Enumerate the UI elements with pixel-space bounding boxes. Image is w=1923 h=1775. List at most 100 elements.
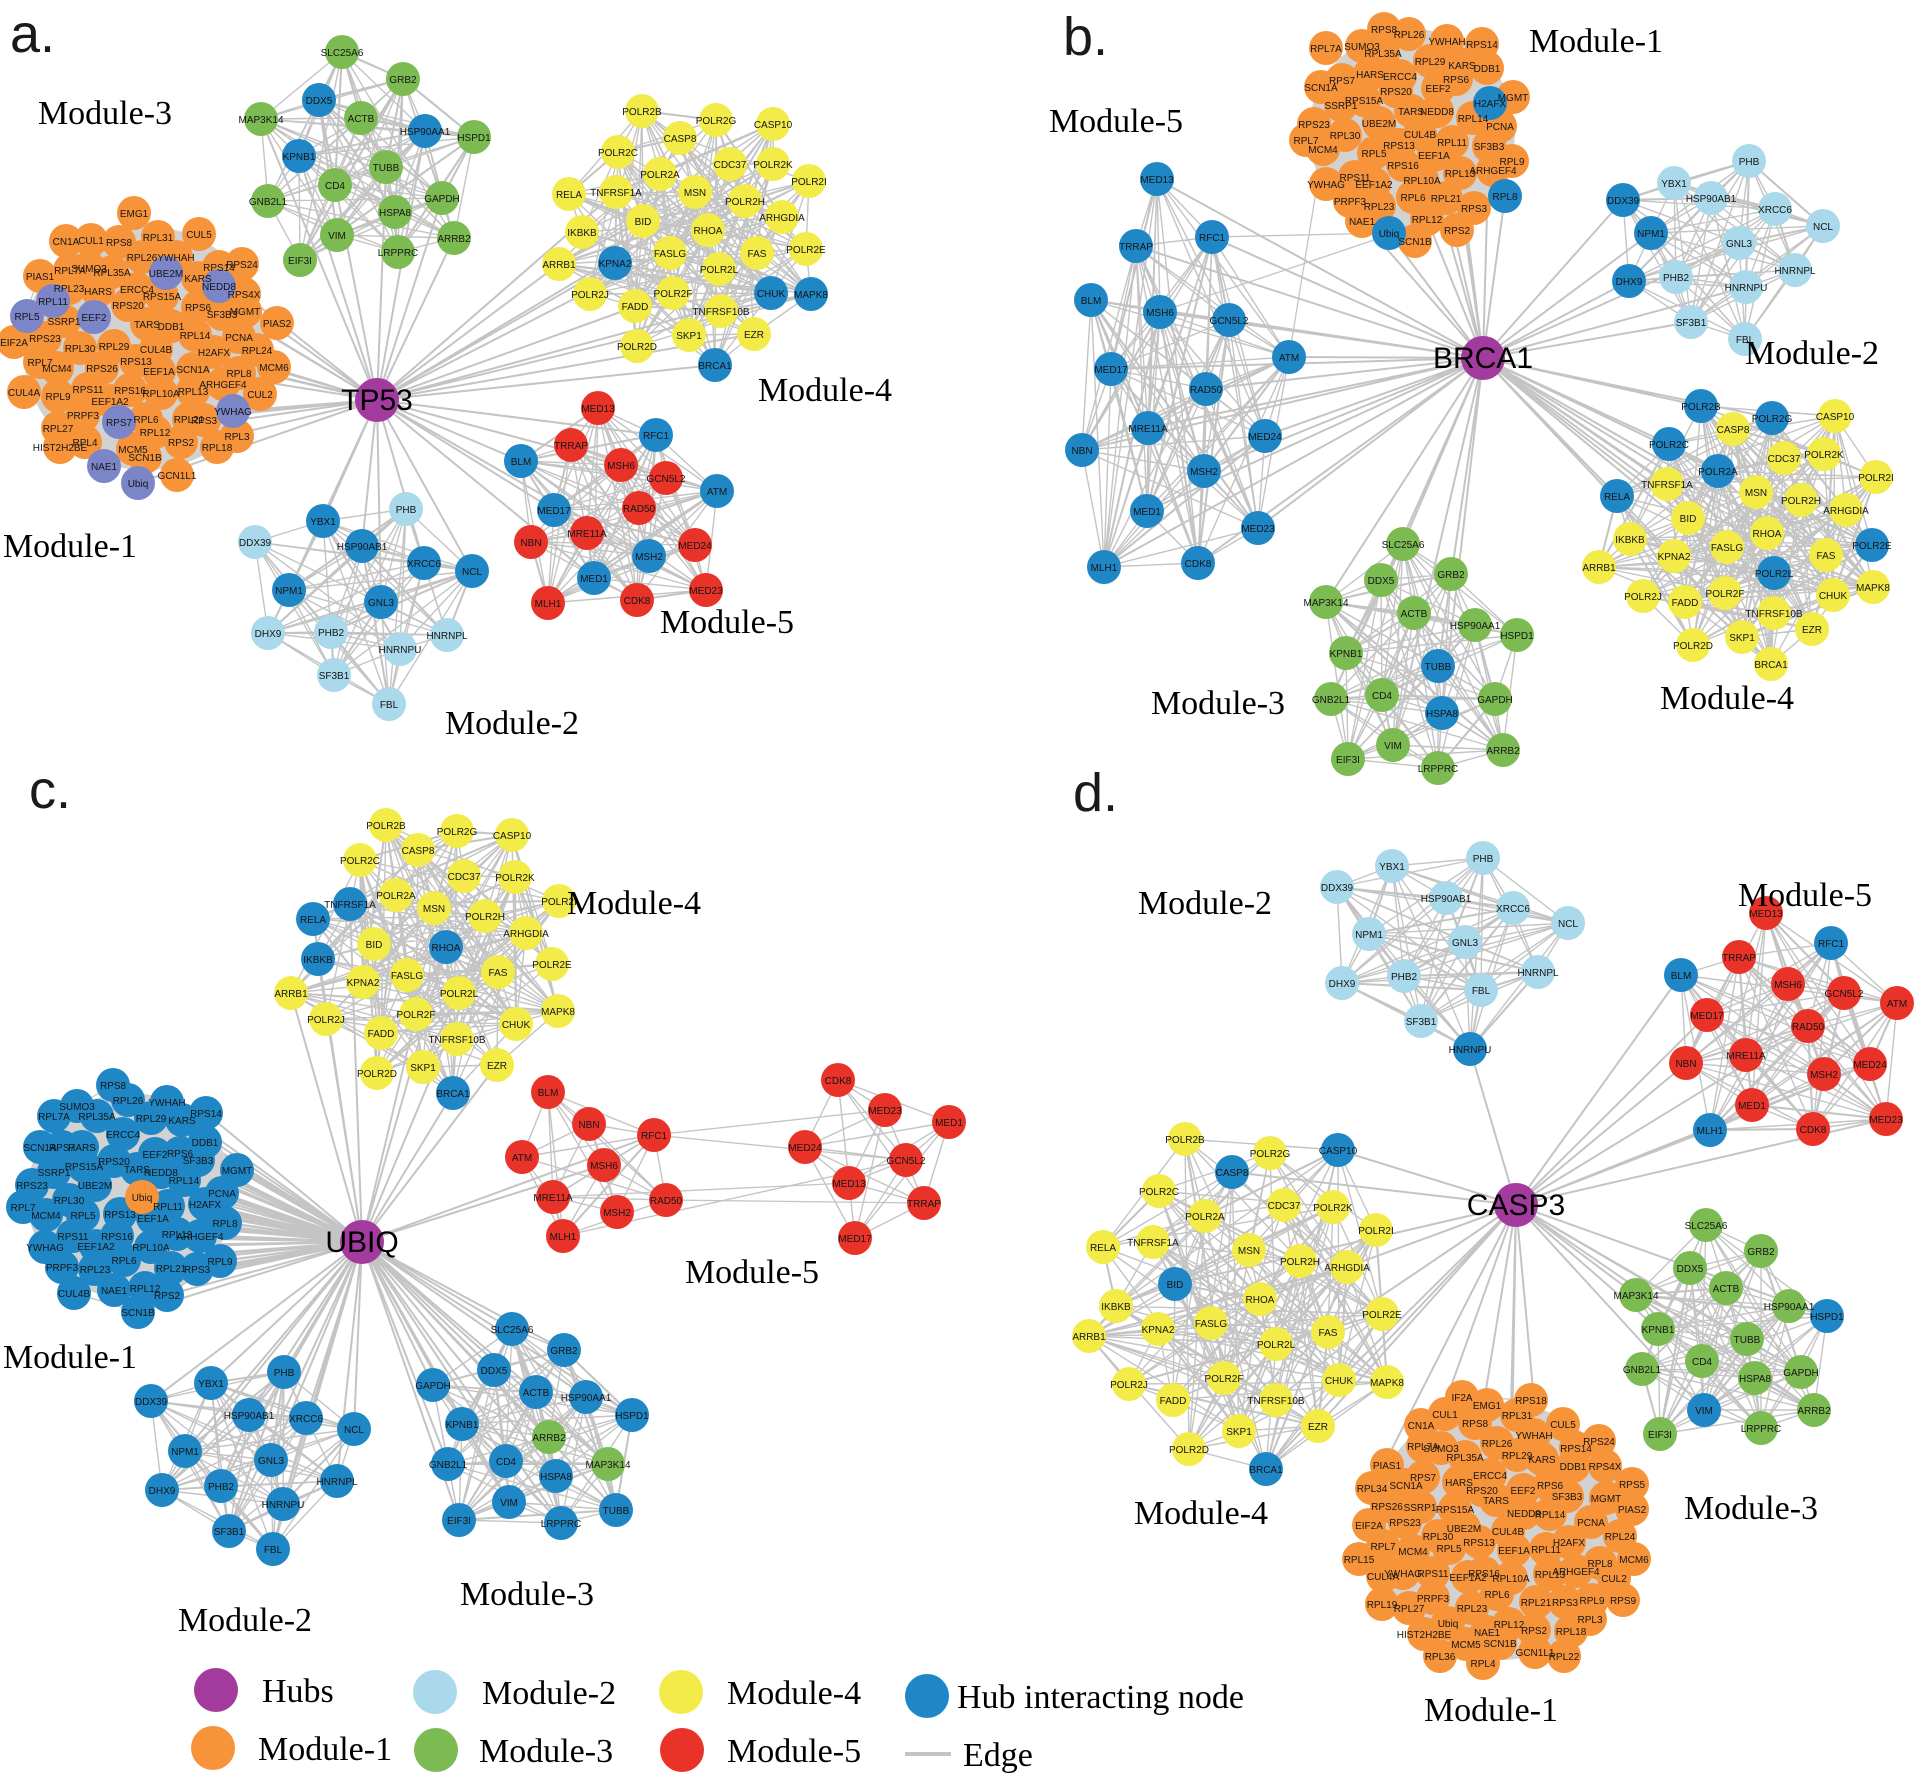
svg-text:NPM1: NPM1 (1637, 229, 1665, 240)
svg-text:MED24: MED24 (1853, 1060, 1887, 1071)
svg-text:EEF1A2: EEF1A2 (77, 1242, 115, 1253)
svg-text:Module-1: Module-1 (1424, 1692, 1558, 1729)
svg-text:RPS13: RPS13 (120, 357, 152, 368)
svg-text:CD4: CD4 (1372, 691, 1392, 702)
svg-text:HSPA8: HSPA8 (1739, 1374, 1771, 1385)
svg-text:UBE2M: UBE2M (1447, 1524, 1481, 1535)
svg-text:DHX9: DHX9 (255, 629, 282, 640)
svg-text:TNFRSF1A: TNFRSF1A (1641, 480, 1693, 491)
svg-text:POLR2K: POLR2K (1804, 450, 1844, 461)
svg-text:H2AFX: H2AFX (1474, 99, 1507, 110)
svg-text:RPL29: RPL29 (136, 1114, 167, 1125)
svg-text:MAPK8: MAPK8 (541, 1007, 575, 1018)
svg-text:EIF2A: EIF2A (1355, 1521, 1383, 1532)
svg-text:NCL: NCL (1813, 222, 1833, 233)
svg-text:Module-1: Module-1 (258, 1731, 392, 1768)
svg-text:Module-4: Module-4 (1660, 680, 1794, 717)
svg-text:POLR2L: POLR2L (1755, 569, 1794, 580)
svg-text:RPL34: RPL34 (1357, 1484, 1388, 1495)
svg-text:EEF1A2: EEF1A2 (1449, 1573, 1487, 1584)
svg-text:NBN: NBN (1675, 1059, 1696, 1070)
svg-text:TNFRSF1A: TNFRSF1A (590, 188, 642, 199)
svg-text:TUBB: TUBB (373, 163, 400, 174)
svg-text:DDB1: DDB1 (158, 322, 185, 333)
svg-text:GRB2: GRB2 (1437, 570, 1465, 581)
svg-text:MED1: MED1 (1738, 1101, 1766, 1112)
svg-text:CUL4B: CUL4B (1404, 130, 1437, 141)
svg-text:CUL4B: CUL4B (1492, 1527, 1525, 1538)
svg-text:RPL13: RPL13 (178, 387, 209, 398)
svg-text:PHB2: PHB2 (318, 628, 345, 639)
svg-text:DHX9: DHX9 (149, 1486, 176, 1497)
svg-text:UBE2M: UBE2M (78, 1181, 112, 1192)
svg-text:SKP1: SKP1 (676, 331, 702, 342)
svg-text:PHB2: PHB2 (208, 1482, 235, 1493)
svg-text:RPS16: RPS16 (114, 386, 146, 397)
svg-text:SSRP1: SSRP1 (1404, 1503, 1437, 1514)
svg-text:RPS6: RPS6 (1443, 75, 1470, 86)
svg-text:MAP3K14: MAP3K14 (1613, 1291, 1658, 1302)
svg-text:RPS3: RPS3 (1461, 204, 1488, 215)
svg-text:RPS24: RPS24 (1583, 1437, 1615, 1448)
svg-text:HSP90AA1: HSP90AA1 (1450, 621, 1501, 632)
svg-text:BID: BID (1680, 514, 1697, 525)
svg-text:XRCC6: XRCC6 (289, 1414, 323, 1425)
svg-text:Module-1: Module-1 (3, 1339, 137, 1376)
svg-text:SKP1: SKP1 (1729, 633, 1755, 644)
svg-text:POLR2K: POLR2K (753, 160, 793, 171)
svg-text:RPS20: RPS20 (98, 1157, 130, 1168)
svg-text:RPS4X: RPS4X (1589, 1462, 1622, 1473)
svg-text:RPS14: RPS14 (203, 263, 235, 274)
svg-text:POLR2D: POLR2D (1673, 641, 1713, 652)
svg-text:Module-4: Module-4 (758, 372, 892, 409)
svg-text:POLR2L: POLR2L (440, 989, 479, 1000)
svg-text:RPL30: RPL30 (54, 1196, 85, 1207)
svg-text:CDK8: CDK8 (1185, 559, 1212, 570)
svg-text:CASP8: CASP8 (1717, 425, 1750, 436)
svg-text:DDX39: DDX39 (239, 538, 272, 549)
svg-text:RPS8: RPS8 (106, 238, 133, 249)
svg-text:RPL5: RPL5 (14, 312, 39, 323)
svg-text:MCM6: MCM6 (259, 363, 289, 374)
svg-text:DDX39: DDX39 (135, 1397, 168, 1408)
svg-text:RPS15A: RPS15A (1345, 96, 1384, 107)
svg-text:HSP90AA1: HSP90AA1 (1764, 1302, 1815, 1313)
svg-text:MSH2: MSH2 (1810, 1070, 1838, 1081)
svg-text:SUMO3: SUMO3 (1423, 1444, 1459, 1455)
svg-text:ARHGDIA: ARHGDIA (759, 213, 805, 224)
svg-text:MRE11A: MRE11A (567, 529, 607, 540)
svg-text:POLR2I: POLR2I (791, 177, 827, 188)
svg-text:RPL9: RPL9 (45, 392, 70, 403)
svg-text:GAPDH: GAPDH (1477, 695, 1513, 706)
svg-text:ACTB: ACTB (1401, 609, 1428, 620)
svg-text:RPL35A: RPL35A (1364, 49, 1402, 60)
svg-text:EZR: EZR (487, 1061, 507, 1072)
svg-text:FADD: FADD (1160, 1396, 1187, 1407)
svg-text:RPL18: RPL18 (1556, 1627, 1587, 1638)
svg-text:PHB2: PHB2 (1391, 972, 1418, 983)
svg-text:RFC1: RFC1 (1818, 939, 1845, 950)
svg-text:MCM5: MCM5 (1451, 1640, 1481, 1651)
svg-text:HSPA8: HSPA8 (379, 208, 411, 219)
svg-text:RPS13: RPS13 (1383, 141, 1415, 152)
svg-text:RPS3: RPS3 (184, 1265, 211, 1276)
svg-text:RPL14: RPL14 (1458, 114, 1489, 125)
svg-text:ERCC4: ERCC4 (1383, 72, 1417, 83)
svg-text:Module-5: Module-5 (1049, 103, 1183, 140)
svg-text:DDB1: DDB1 (1560, 1462, 1587, 1473)
svg-text:ARRB2: ARRB2 (437, 234, 471, 245)
svg-text:RPL10A: RPL10A (1403, 176, 1441, 187)
svg-text:CDC37: CDC37 (448, 872, 481, 883)
svg-text:RPL10A: RPL10A (1492, 1574, 1530, 1585)
svg-text:RPS7: RPS7 (1329, 76, 1356, 87)
svg-text:Module-1: Module-1 (1529, 23, 1663, 60)
svg-text:RAD50: RAD50 (1190, 385, 1223, 396)
svg-text:EIF3I: EIF3I (1648, 1430, 1672, 1441)
svg-text:RPS15A: RPS15A (143, 292, 182, 303)
svg-text:RPS14: RPS14 (1560, 1444, 1592, 1455)
svg-text:IKBKB: IKBKB (303, 955, 333, 966)
svg-text:RPS16: RPS16 (1387, 161, 1419, 172)
svg-text:POLR2J: POLR2J (1110, 1380, 1148, 1391)
svg-text:SSRP1: SSRP1 (1325, 101, 1358, 112)
svg-text:ARHGDIA: ARHGDIA (1823, 506, 1869, 517)
